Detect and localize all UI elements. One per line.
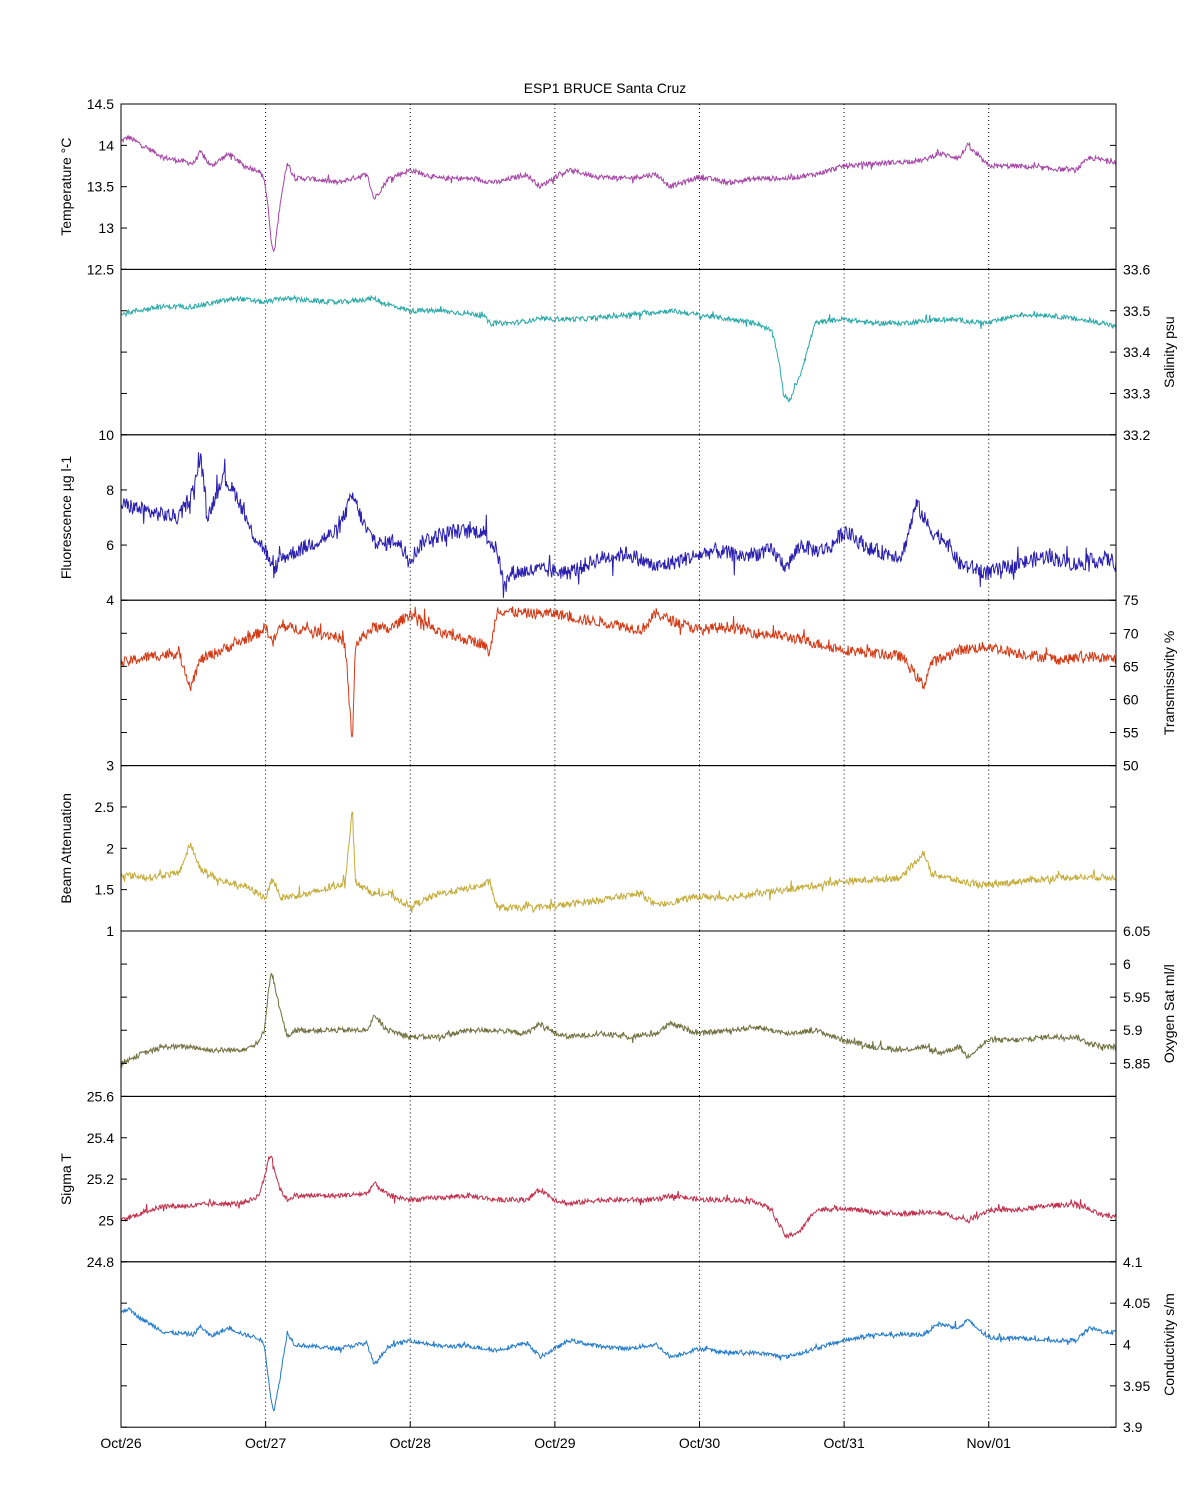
y-tick-label: 33.3	[1123, 385, 1150, 401]
conductivity-series-line	[120, 1307, 1117, 1412]
x-tick-label: Nov/01	[967, 1435, 1012, 1451]
y-tick-label: 4	[1123, 1337, 1131, 1353]
salinity-series-line	[120, 294, 1117, 403]
y-tick-label: 3.95	[1123, 1378, 1150, 1394]
y-tick-label: 6	[106, 537, 114, 553]
y-tick-label: 25.2	[87, 1171, 114, 1187]
x-axis: Oct/26 Oct/27 Oct/28 Oct/29 Oct/30 Oct/31 Nov/…	[100, 1421, 1011, 1451]
y-tick-label: 33.4	[1123, 344, 1150, 360]
y-axis-label: Transmissivity %	[1161, 631, 1177, 736]
y-axis-label: Salinity psu	[1161, 316, 1177, 388]
y-tick-label: 4.05	[1123, 1295, 1150, 1311]
y-tick-label: 33.5	[1123, 303, 1150, 319]
x-tick-label: Oct/29	[534, 1435, 575, 1451]
panel-transmissivity: 50 55 60 65 70 75 Transmissivity %	[120, 592, 1177, 774]
sigma-t-series-line	[120, 1155, 1117, 1240]
beam-attenuation-series-line	[120, 811, 1117, 913]
y-tick-label: 1.5	[95, 882, 115, 898]
y-tick-label: 2	[106, 840, 114, 856]
oxygen-saturation-series-line	[120, 972, 1117, 1068]
y-tick-label: 8	[106, 482, 114, 498]
y-tick-label: 14	[98, 137, 114, 153]
y-tick-label: 12.5	[87, 261, 114, 277]
y-tick-label: 24.8	[87, 1254, 114, 1270]
y-tick-label: 10	[98, 427, 114, 443]
x-tick-label: Oct/26	[100, 1435, 141, 1451]
y-tick-label: 55	[1123, 725, 1139, 741]
y-tick-label: 3	[106, 758, 114, 774]
y-tick-label: 50	[1123, 758, 1139, 774]
y-tick-label: 70	[1123, 625, 1139, 641]
y-axis-label: Oxygen Sat ml/l	[1161, 964, 1177, 1063]
y-tick-label: 3.9	[1123, 1419, 1143, 1435]
y-axis-label: Beam Attenuation	[58, 793, 74, 904]
y-tick-label: 2.5	[95, 799, 115, 815]
y-axis-label: Temperature °C	[58, 138, 74, 236]
fluorescence-series-line	[120, 452, 1117, 598]
y-tick-label: 4.1	[1123, 1254, 1143, 1270]
x-tick-label: Oct/27	[245, 1435, 286, 1451]
figure-title: ESP1 BRUCE Santa Cruz	[524, 80, 687, 96]
y-tick-label: 5.95	[1123, 989, 1150, 1005]
y-tick-label: 25.6	[87, 1088, 114, 1104]
y-tick-label: 1	[106, 923, 114, 939]
y-tick-label: 25.4	[87, 1130, 114, 1146]
temperature-series-line	[120, 134, 1117, 253]
x-tick-label: Oct/31	[823, 1435, 864, 1451]
y-tick-label: 4	[106, 592, 114, 608]
y-tick-label: 5.85	[1123, 1055, 1150, 1071]
y-axis-label: Conductivity s/m	[1161, 1293, 1177, 1396]
y-tick-label: 60	[1123, 691, 1139, 707]
y-tick-label: 65	[1123, 658, 1139, 674]
transmissivity-series-line	[120, 606, 1117, 738]
y-axis-label: Sigma T	[58, 1153, 74, 1205]
y-tick-label: 6.05	[1123, 923, 1150, 939]
y-tick-label: 25	[98, 1212, 114, 1228]
y-tick-label: 33.2	[1123, 427, 1150, 443]
y-tick-label: 5.9	[1123, 1022, 1143, 1038]
y-tick-label: 13	[98, 220, 114, 236]
y-tick-label: 75	[1123, 592, 1139, 608]
x-tick-label: Oct/30	[679, 1435, 720, 1451]
y-tick-label: 33.6	[1123, 261, 1150, 277]
panel-oxygen-saturation: 5.85 5.9 5.95 6 6.05 Oxygen Sat ml/l	[120, 923, 1177, 1097]
y-tick-label: 13.5	[87, 179, 114, 195]
y-axis-label: Fluorescence µg l-1	[58, 456, 74, 579]
x-tick-label: Oct/28	[390, 1435, 431, 1451]
panel-conductivity: 3.9 3.95 4 4.05 4.1 Conductivity s/m	[120, 1254, 1177, 1435]
y-tick-label: 14.5	[87, 96, 114, 112]
y-tick-label: 6	[1123, 956, 1131, 972]
